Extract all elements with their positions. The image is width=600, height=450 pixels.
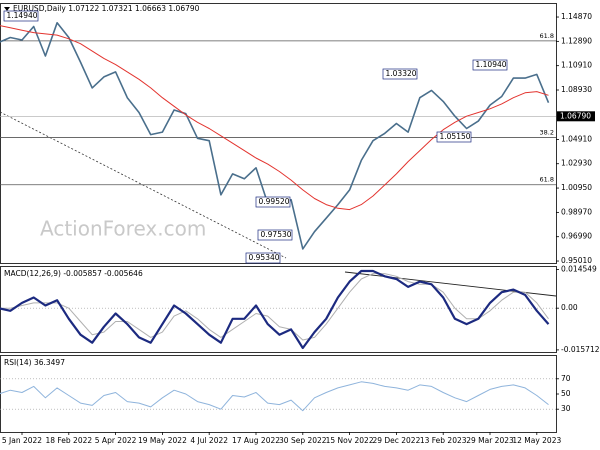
y-tick-label: 50	[561, 389, 571, 398]
annotation-box	[436, 131, 472, 143]
fib-label: 38.2	[540, 129, 554, 137]
annotation-box	[245, 252, 281, 264]
y-tick-label: 1.02930	[561, 159, 592, 168]
x-tick-label: 12 May 2023	[512, 436, 561, 445]
last-price-label: 1.06790	[560, 111, 591, 120]
annotation-box	[3, 10, 39, 22]
menu-icon	[4, 7, 10, 11]
y-tick-label: 0.014549	[561, 265, 597, 274]
y-tick-label: 1.14870	[561, 12, 592, 21]
annotation-box	[472, 59, 508, 71]
annotation-label: 1.03320	[386, 69, 417, 78]
last-price-box	[557, 111, 595, 122]
x-tick-label: 15 Nov 2022	[326, 436, 374, 445]
annotation-label: 0.99520	[259, 197, 290, 206]
y-tick-label: 0.00	[561, 303, 578, 312]
series-line	[0, 269, 550, 350]
chart-title: EURUSD,Daily 1.07122 1.07321 1.06663 1.0…	[13, 4, 200, 13]
x-tick-label: 19 May 2022	[138, 436, 187, 445]
x-tick-label: 13 Feb 2023	[420, 436, 467, 445]
y-tick-label: 70	[561, 374, 571, 383]
series-line	[0, 381, 549, 412]
y-tick-label: 1.08930	[561, 85, 592, 94]
watermark: ActionForex.com	[40, 217, 206, 241]
x-tick-label: 17 Aug 2022	[232, 436, 280, 445]
y-tick-label: 1.00950	[561, 183, 592, 192]
y-tick-label: 0.95010	[561, 256, 592, 265]
x-tick-label: 29 Mar 2023	[466, 436, 514, 445]
y-tick-label: 0.96990	[561, 232, 592, 241]
x-tick-label: 29 Dec 2022	[372, 436, 420, 445]
series-line	[0, 25, 549, 211]
annotation-box	[257, 229, 293, 241]
annotation-box	[255, 196, 291, 208]
y-tick-label: -0.015712	[561, 345, 600, 354]
price-panel-frame	[0, 3, 557, 264]
annotation-label: 1.10940	[476, 60, 507, 69]
x-tick-label: 30 Sep 2022	[279, 436, 327, 445]
y-tick-label: 1.04910	[561, 134, 592, 143]
rsi-title: RSI(14) 36.3497	[4, 358, 65, 367]
y-tick-label: 30	[561, 404, 571, 413]
annotation-box	[382, 68, 418, 80]
x-tick-label: 4 Jul 2022	[190, 436, 228, 445]
x-tick-label: 5 Apr 2022	[95, 436, 137, 445]
x-tick-label: 5 Jan 2022	[2, 436, 42, 445]
annotation-label: 0.95340	[249, 253, 280, 262]
y-tick-label: 0.98970	[561, 207, 592, 216]
annotation-label: 1.14940	[7, 11, 38, 20]
series-line	[0, 273, 549, 341]
annotation-label: 0.97530	[261, 230, 292, 239]
macd-title: MACD(12,26,9) -0.005857 -0.005646	[4, 269, 143, 278]
y-tick-label: 1.10910	[561, 61, 592, 70]
x-tick-label: 18 Feb 2022	[45, 436, 92, 445]
fib-label: 61.8	[540, 32, 554, 40]
y-tick-label: 1.12890	[561, 36, 592, 45]
annotation-label: 1.05150	[440, 132, 471, 141]
fib-label: 61.8	[540, 176, 554, 184]
